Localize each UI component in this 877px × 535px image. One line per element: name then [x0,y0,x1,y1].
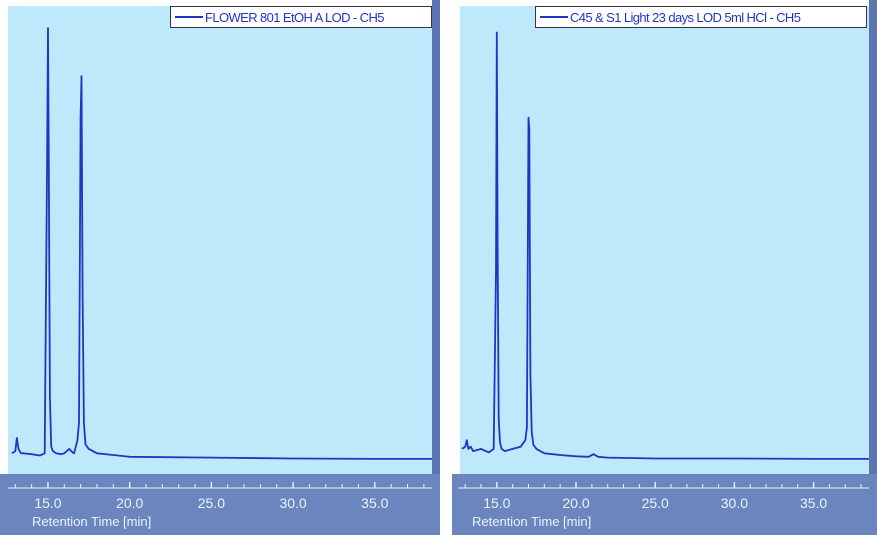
x-axis-strip [452,474,877,535]
x-axis-title: Retention Time [min] [32,514,151,529]
legend-line-icon [175,16,203,18]
legend-label: FLOWER 801 EtOH A LOD - CH5 [205,9,384,25]
x-axis-title: Retention Time [min] [472,514,591,529]
legend-label: C45 & S1 Light 23 days LOD 5ml HCl - CH5 [570,9,801,25]
legend: FLOWER 801 EtOH A LOD - CH5 [170,6,432,28]
x-tick-label: 20.0 [116,495,143,511]
chart-svg: 15.0 20.0 25.0 30.0 35.0 Retention Time [min] [8,27,432,529]
x-tick-label: 35.0 [361,495,388,511]
chromatogram-panel-left: 15.0 20.0 25.0 30.0 35.0 Retention Time [min]… [0,0,440,535]
chart-svg: 15.0 20.0 25.0 30.0 35.0 Retention Time [min] [458,31,869,529]
chromatogram-trace [11,27,432,460]
panel-edge [869,0,877,535]
chromatogram-trace [461,31,869,460]
panel-divider [440,0,452,535]
x-tick-label: 30.0 [279,495,306,511]
x-tick-label: 25.0 [198,495,225,511]
x-tick-label: 25.0 [642,495,669,511]
x-tick-label: 20.0 [562,495,589,511]
x-tick-label: 30.0 [721,495,748,511]
x-tick-label: 15.0 [483,495,510,511]
legend: C45 & S1 Light 23 days LOD 5ml HCl - CH5 [535,6,867,28]
x-tick-label: 35.0 [800,495,827,511]
chromatogram-panel-right: 15.0 20.0 25.0 30.0 35.0 Retention Time [min]… [452,0,877,535]
x-tick-label: 15.0 [34,495,61,511]
panel-edge [432,0,440,535]
x-axis-strip [0,474,440,535]
legend-line-icon [540,16,568,18]
